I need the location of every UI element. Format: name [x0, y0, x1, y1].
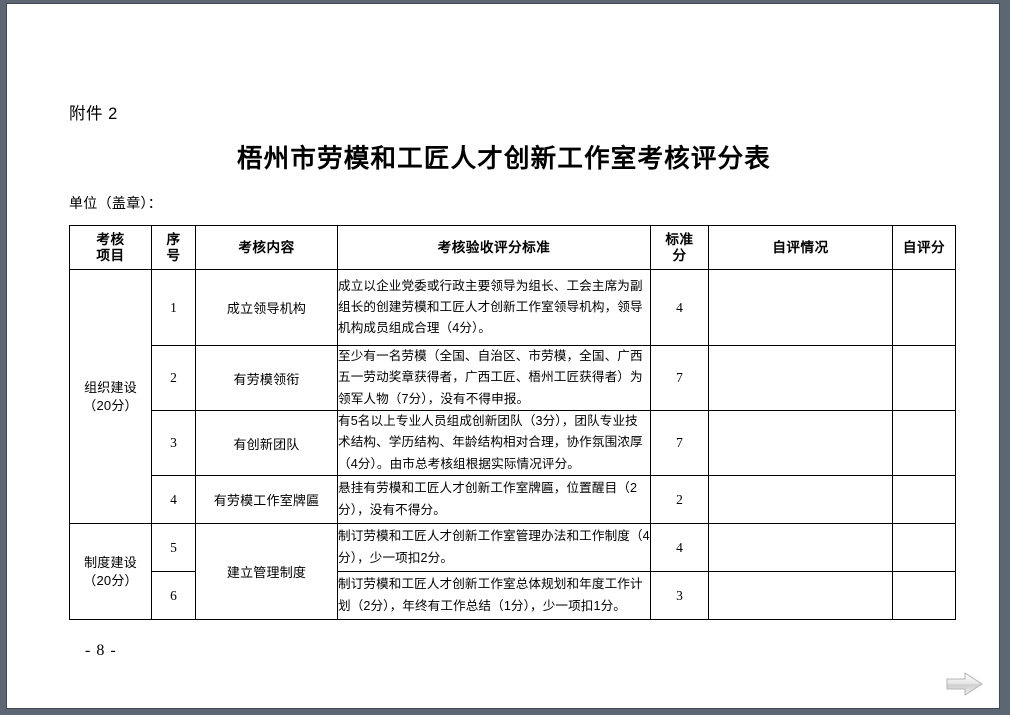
row-self-evaluation-field[interactable]	[708, 475, 893, 524]
row-criteria: 制订劳模和工匠人才创新工作室总体规划和年度工作计划（2分），年终有工作总结（1分…	[337, 571, 651, 620]
row-self-evaluation-field[interactable]	[708, 345, 893, 411]
row-standard-score: 3	[650, 571, 709, 620]
row-self-score-field[interactable]	[892, 523, 956, 572]
table-row: 2 有劳模领衔 至少有一名劳模（全国、自治区、市劳模，全国、广西五一劳动奖章获得…	[70, 345, 956, 411]
header-assessment-content: 考核内容	[195, 225, 338, 270]
attachment-label: 附件 2	[69, 105, 118, 123]
row-standard-score: 4	[650, 523, 709, 572]
row-self-evaluation-field[interactable]	[708, 523, 893, 572]
row-standard-score: 7	[650, 410, 709, 476]
header-self-score: 自评分	[892, 225, 956, 270]
row-number: 3	[151, 410, 196, 476]
table-row: 组织建设 （20分） 1 成立领导机构 成立以企业党委或行政主要领导为组长、工会…	[69, 269, 956, 524]
row-self-evaluation-field[interactable]	[708, 269, 893, 346]
row-self-score-field[interactable]	[892, 475, 956, 524]
row-criteria: 有5名以上专业人员组成创新团队（3分），团队专业技术结构、学历结构、年龄结构相对…	[337, 410, 651, 476]
row-standard-score: 2	[650, 475, 709, 524]
group-label-line2: （20分）	[83, 572, 138, 588]
table-row: 6 制订劳模和工匠人才创新工作室总体规划和年度工作计划（2分），年终有工作总结（…	[70, 571, 956, 620]
document-page: 附件 2 梧州市劳模和工匠人才创新工作室考核评分表 单位（盖章）： 考核 项目	[6, 3, 1000, 709]
row-content: 有劳模领衔	[195, 345, 338, 411]
assessment-score-table: 考核 项目 序 号 考核内容 考核验收评分标准 标准 分 自评情况 自评分	[69, 225, 956, 620]
header-assessment-criteria: 考核验收评分标准	[337, 225, 651, 270]
row-number: 6	[151, 571, 196, 620]
row-content: 有劳模工作室牌匾	[195, 475, 338, 524]
table-row: 4 有劳模工作室牌匾 悬挂有劳模和工匠人才创新工作室牌匾，位置醒目（2分），没有…	[70, 475, 956, 524]
header-sequence-no: 序 号	[151, 225, 196, 270]
page-title: 梧州市劳模和工匠人才创新工作室考核评分表	[236, 144, 771, 173]
header-standard-score: 标准 分	[650, 225, 709, 270]
group-cell-system: 制度建设 （20分）	[69, 523, 152, 620]
group-label-line1: 制度建设	[84, 554, 137, 570]
group-cell-organization: 组织建设 （20分）	[69, 269, 152, 524]
header-assessment-item-line2: 项目	[96, 247, 125, 263]
page-number: - 8 -	[85, 642, 117, 659]
row-content: 有创新团队	[195, 410, 338, 476]
row-criteria: 成立以企业党委或行政主要领导为组长、工会主席为副组长的创建劳模和工匠人才创新工作…	[337, 269, 651, 346]
table-row: 3 有创新团队 有5名以上专业人员组成创新团队（3分），团队专业技术结构、学历结…	[70, 410, 956, 476]
unit-seal-line: 单位（盖章）：	[69, 195, 163, 211]
group-label-line2: （20分）	[83, 397, 138, 413]
header-assessment-item: 考核 项目	[69, 225, 152, 270]
header-assessment-item-line1: 考核	[96, 232, 125, 248]
row-number: 5	[151, 523, 196, 572]
row-self-score-field[interactable]	[892, 345, 956, 411]
header-standard-score-line1: 标准	[665, 232, 694, 248]
row-standard-score: 7	[650, 345, 709, 411]
row-self-score-field[interactable]	[892, 269, 956, 346]
row-criteria: 至少有一名劳模（全国、自治区、市劳模，全国、广西五一劳动奖章获得者，广西工匠、梧…	[337, 345, 651, 411]
row-standard-score: 4	[650, 269, 709, 346]
row-self-evaluation-field[interactable]	[708, 410, 893, 476]
header-standard-score-line2: 分	[672, 247, 687, 263]
row-number: 1	[151, 269, 196, 346]
header-sequence-no-line2: 号	[166, 247, 181, 263]
table-row: 制度建设 （20分） 5 建立管理制度 制订劳模和工匠人才创新工作室管理办法和工…	[69, 523, 956, 620]
row-content: 成立领导机构	[195, 269, 338, 346]
row-self-score-field[interactable]	[892, 571, 956, 620]
row-number: 4	[151, 475, 196, 524]
row-criteria: 制订劳模和工匠人才创新工作室管理办法和工作制度（4分），少一项扣2分。	[337, 523, 651, 572]
row-self-evaluation-field[interactable]	[708, 571, 893, 620]
group-label-line1: 组织建设	[84, 379, 137, 395]
row-content: 建立管理制度	[195, 523, 338, 620]
table-header-row: 考核 项目 序 号 考核内容 考核验收评分标准 标准 分 自评情况 自评分	[69, 225, 956, 270]
header-self-evaluation: 自评情况	[708, 225, 893, 270]
row-self-score-field[interactable]	[892, 410, 956, 476]
header-sequence-no-line1: 序	[166, 232, 181, 248]
row-criteria: 悬挂有劳模和工匠人才创新工作室牌匾，位置醒目（2分），没有不得分。	[337, 475, 651, 524]
arrow-right-icon[interactable]	[945, 670, 985, 698]
row-number: 2	[151, 345, 196, 411]
